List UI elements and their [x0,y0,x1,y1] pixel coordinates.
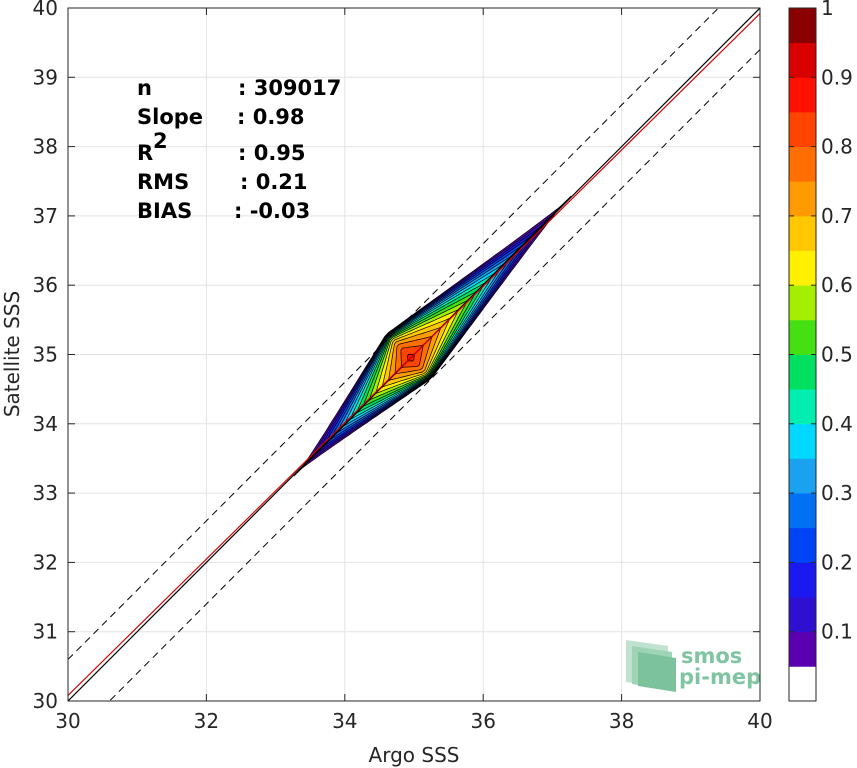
logo-text-line1: smos [681,644,742,668]
stat-r2-superscript: 2 [153,129,168,153]
stat-n-value: : 309017 [238,76,341,100]
colorbar-swatch [789,527,816,563]
colorbar-swatch [789,42,816,78]
y-tick-label: 34 [33,412,58,436]
colorbar-tick-label: 0.8 [821,135,853,159]
y-tick-label: 32 [33,550,58,574]
colorbar-swatch [789,493,816,529]
colorbar-tick-label: 1 [821,0,834,20]
colorbar-swatch [789,423,816,459]
colorbar-tick-label: 0.2 [821,550,853,574]
y-axis-ticks: 30 31 32 33 34 35 36 37 38 39 40 [33,0,760,713]
y-tick-label: 30 [33,689,58,713]
colorbar-swatch [789,562,816,598]
x-tick-label: 36 [470,709,495,733]
colorbar-tick-label: 0.4 [821,412,853,436]
colorbar-tick-label: 0.9 [821,65,853,89]
logo-text-line2: pi-mep [679,665,761,689]
colorbar-tick-label: 0.3 [821,481,853,505]
lower-bound-line [108,49,760,701]
x-tick-label: 38 [609,709,634,733]
reference-lines [68,8,760,701]
x-axis-label: Argo SSS [369,743,460,767]
x-tick-label: 40 [747,709,772,733]
y-tick-label: 37 [33,204,58,228]
x-axis-ticks: 30 32 34 36 38 40 [55,8,773,733]
stat-rms-value: : 0.21 [240,170,308,194]
y-tick-label: 35 [33,343,58,367]
colorbar-swatch [789,458,816,494]
colorbar-swatch [789,8,816,44]
colorbar-swatch [789,319,816,355]
x-tick-label: 30 [55,709,80,733]
stat-rms-label: RMS [137,170,189,194]
stat-r2-value: : 0.95 [238,141,306,165]
colorbar-swatch [789,146,816,182]
x-tick-label: 32 [194,709,219,733]
logo-emblem-icon [626,640,676,692]
y-axis-label: Satellite SSS [0,291,24,417]
y-tick-label: 33 [33,481,58,505]
stats-box: n : 309017 Slope : 0.98 R 2 : 0.95 RMS :… [137,76,341,223]
stat-slope-label: Slope [137,105,203,129]
y-tick-label: 39 [33,65,58,89]
upper-bound-line [68,8,720,660]
y-tick-label: 40 [33,0,58,20]
stat-bias-label: BIAS [137,199,192,223]
x-tick-label: 34 [332,709,357,733]
colorbar-swatch [789,215,816,251]
regression-line [68,13,760,696]
y-tick-label: 31 [33,620,58,644]
colorbar-swatch [789,666,816,702]
colorbar-tick-label: 0.7 [821,204,853,228]
colorbar-swatch [789,111,816,147]
colorbar-swatch [789,250,816,286]
stat-r2-label: R [137,141,153,165]
grid [67,7,761,702]
stat-slope-value: : 0.98 [237,105,305,129]
colorbar-swatch [789,181,816,217]
colorbar-swatch [789,77,816,113]
colorbar-tick-label: 0.6 [821,273,853,297]
colorbar-swatch [789,631,816,667]
y-tick-label: 38 [33,135,58,159]
colorbar-swatch [789,597,816,633]
colorbar: 0.1 0.2 0.3 0.4 0.5 0.6 0.7 0.8 0.9 1 [788,0,853,702]
smos-pimep-logo: smos pi-mep [626,640,761,692]
y-tick-label: 36 [33,273,58,297]
colorbar-swatch [789,285,816,321]
colorbar-swatch [789,354,816,390]
stat-n-label: n [137,76,152,100]
colorbar-swatch [789,389,816,425]
colorbar-tick-label: 0.1 [821,620,853,644]
colorbar-tick-label: 0.5 [821,343,853,367]
stat-bias-value: : -0.03 [234,199,310,223]
